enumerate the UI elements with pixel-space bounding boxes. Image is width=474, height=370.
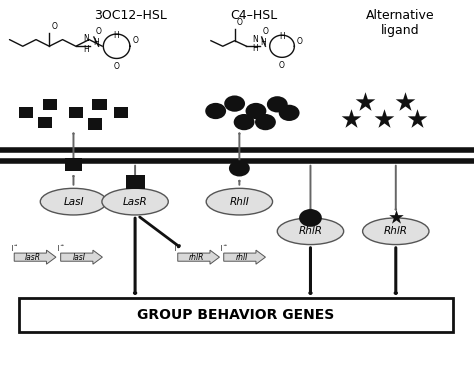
Text: O: O [132, 36, 138, 45]
Ellipse shape [206, 188, 273, 215]
Circle shape [234, 114, 255, 130]
Circle shape [267, 96, 288, 112]
Text: O: O [114, 62, 119, 71]
Point [392, 214, 400, 220]
Circle shape [255, 114, 276, 130]
Circle shape [229, 160, 250, 176]
Text: O: O [96, 27, 101, 36]
Text: O: O [52, 22, 57, 31]
Ellipse shape [277, 218, 344, 245]
Text: 3OC12–HSL: 3OC12–HSL [94, 9, 167, 22]
Text: H: H [279, 32, 285, 41]
Point [361, 99, 369, 105]
Text: O: O [279, 61, 285, 70]
Point [401, 99, 409, 105]
FancyArrow shape [178, 250, 219, 264]
Text: O: O [263, 27, 268, 36]
Text: H: H [253, 44, 258, 53]
Point [347, 116, 355, 122]
Text: RhlR: RhlR [299, 226, 322, 236]
Ellipse shape [40, 188, 107, 215]
Text: lasR: lasR [25, 253, 41, 262]
Ellipse shape [102, 188, 168, 215]
Bar [92, 99, 107, 110]
Text: N: N [253, 35, 258, 44]
FancyArrow shape [61, 250, 102, 264]
Circle shape [205, 103, 226, 119]
Text: rhlR: rhlR [189, 253, 204, 262]
Text: LasI: LasI [63, 196, 84, 207]
FancyBboxPatch shape [19, 298, 453, 332]
Text: H: H [260, 38, 266, 47]
Bar [38, 117, 52, 128]
Text: RhlR: RhlR [384, 226, 408, 236]
Text: N: N [83, 34, 89, 43]
Text: ligand: ligand [381, 24, 420, 37]
Circle shape [246, 103, 266, 119]
Text: H: H [93, 38, 99, 47]
Text: O: O [237, 18, 242, 27]
Text: H: H [83, 45, 89, 54]
Ellipse shape [363, 218, 429, 245]
Bar [69, 107, 83, 118]
Bar [126, 175, 145, 189]
Text: H: H [114, 31, 119, 40]
Text: O: O [296, 37, 302, 46]
Text: GROUP BEHAVIOR GENES: GROUP BEHAVIOR GENES [137, 308, 335, 322]
Point [413, 116, 421, 122]
Text: LasR: LasR [123, 196, 147, 207]
Circle shape [224, 95, 245, 112]
Text: rhlI: rhlI [236, 253, 248, 262]
Circle shape [299, 209, 322, 227]
Circle shape [279, 105, 300, 121]
Bar [88, 118, 102, 130]
Text: Alternative: Alternative [366, 9, 435, 22]
Text: C4–HSL: C4–HSL [230, 9, 277, 22]
Text: RhlI: RhlI [229, 196, 249, 207]
Bar [19, 107, 33, 118]
FancyArrow shape [14, 250, 56, 264]
Bar [65, 158, 82, 171]
Bar [114, 107, 128, 118]
FancyArrow shape [224, 250, 265, 264]
Bar [43, 99, 57, 110]
Point [380, 116, 388, 122]
Text: lasI: lasI [73, 253, 86, 262]
